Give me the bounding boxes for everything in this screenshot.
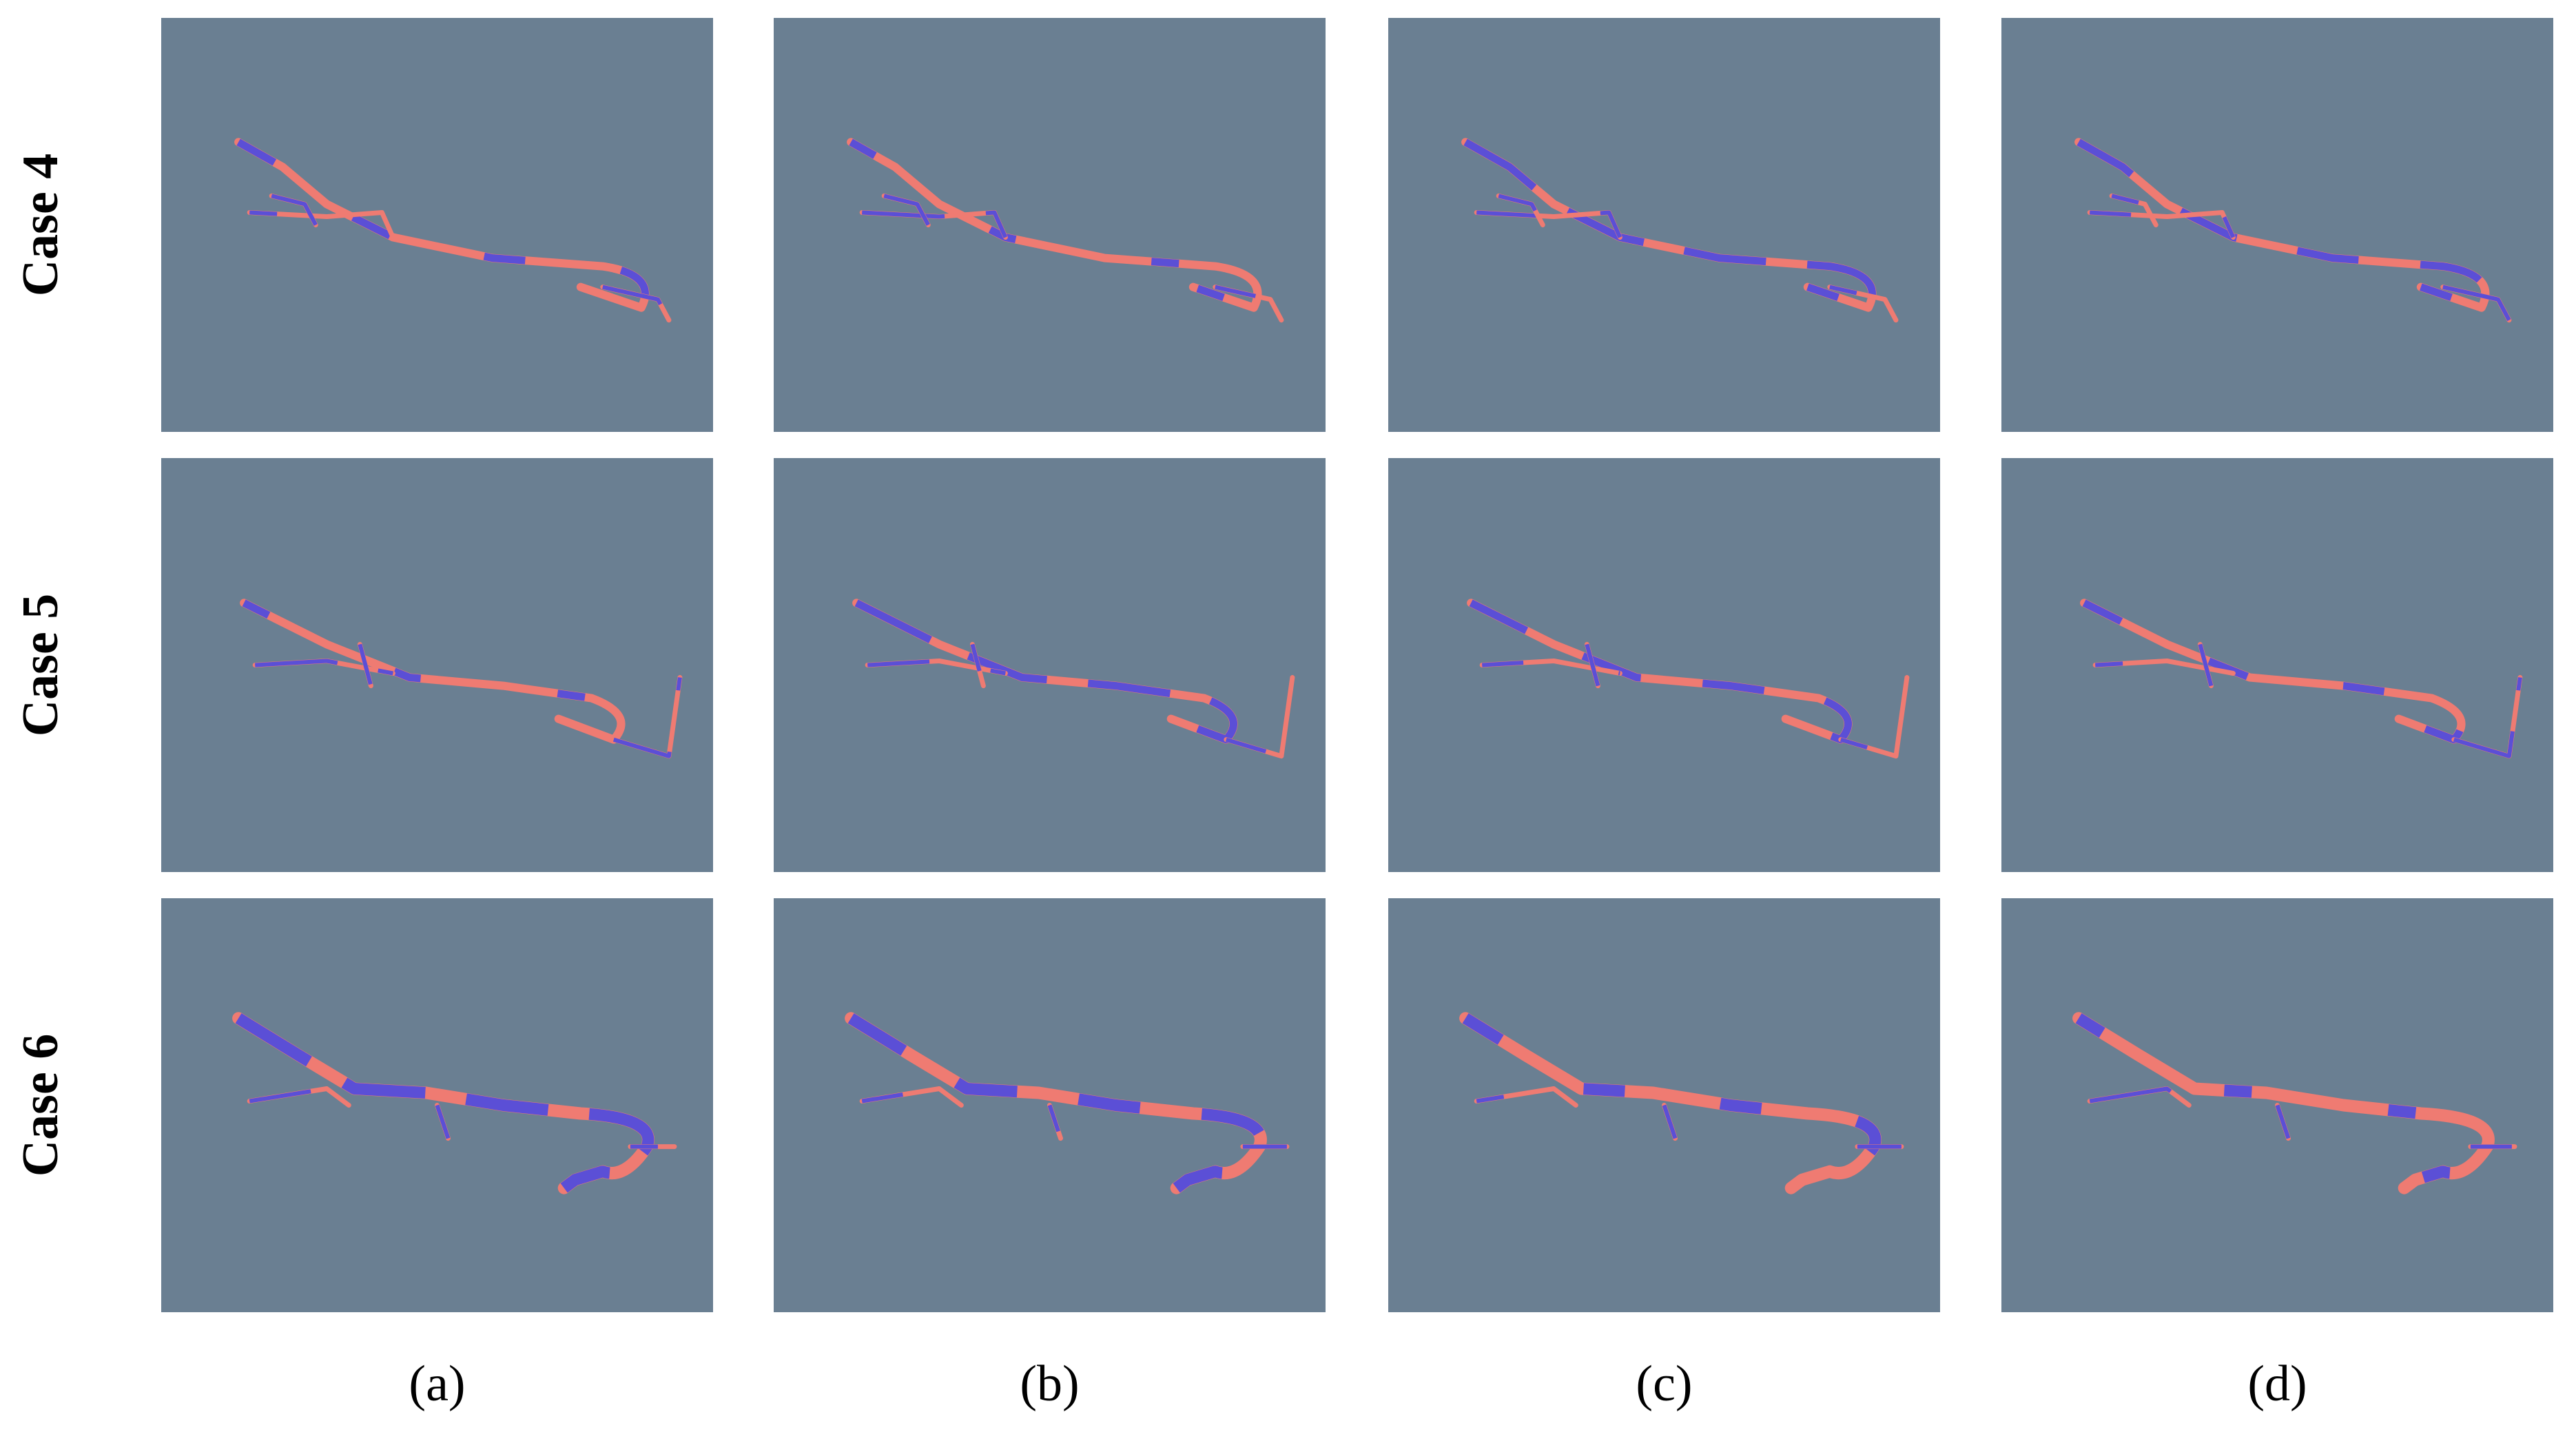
- render-panel: [1388, 458, 1940, 872]
- vessel: [847, 138, 1262, 312]
- render-panel: [2001, 898, 2553, 1312]
- vessel-overlay: [867, 659, 1006, 676]
- vessel-overlay: [1829, 284, 1898, 322]
- column-label: (d): [2247, 1356, 2307, 1412]
- vessel-overlay: [2442, 284, 2511, 322]
- vessel-overlay: [235, 1013, 655, 1193]
- render-panel: [1388, 898, 1940, 1312]
- vessel-overlay: [2198, 643, 2214, 687]
- vessel-overlay: [1462, 1013, 1882, 1193]
- panel-background: [1388, 458, 1940, 872]
- vessel-overlay: [1215, 284, 1284, 322]
- vessel-overlay: [435, 1104, 451, 1139]
- vessel-overlay: [1225, 677, 1295, 758]
- row-label: Case 6: [12, 1034, 69, 1177]
- vessel-overlay: [862, 210, 1008, 238]
- vessel-overlay: [861, 1086, 963, 1107]
- vessel-overlay: [1585, 643, 1600, 687]
- row-label: Case 4: [12, 154, 69, 297]
- panel-background: [2001, 18, 2553, 432]
- panel-background: [774, 18, 1326, 432]
- vessel-overlay: [2453, 677, 2522, 758]
- render-panel: [774, 458, 1326, 872]
- vessel: [240, 599, 626, 744]
- render-panel: [161, 458, 713, 872]
- render-panel: [161, 898, 713, 1312]
- panel-background: [774, 458, 1326, 872]
- vessel-overlay: [1498, 194, 1545, 226]
- vessel-overlay: [1476, 210, 1622, 238]
- panel-background: [2001, 458, 2553, 872]
- vessel-overlay: [612, 677, 682, 758]
- vessel-overlay: [236, 138, 649, 312]
- panel-background: [1388, 18, 1940, 432]
- panel-background: [161, 458, 713, 872]
- vessel-overlay: [854, 599, 1237, 744]
- panel-background: [161, 18, 713, 432]
- vessel-overlay: [1476, 1086, 1578, 1107]
- render-panel: [774, 898, 1326, 1312]
- vessel-overlay: [970, 643, 986, 687]
- vessel-overlay: [1662, 1104, 1678, 1139]
- vessel: [247, 210, 395, 240]
- vessel-overlay: [883, 194, 930, 226]
- render-panel: [2001, 18, 2553, 432]
- vessel: [845, 1012, 1267, 1194]
- vessel-overlay: [1463, 138, 1876, 312]
- render-panel: [2001, 458, 2553, 872]
- vessel-overlay: [255, 659, 393, 676]
- column-label: (b): [1020, 1356, 1079, 1412]
- vessel-overlay: [1840, 677, 1909, 758]
- vessel-overlay: [1047, 1104, 1063, 1139]
- vessel: [2072, 1012, 2495, 1194]
- vessel-overlay: [358, 643, 373, 687]
- vessel-overlay: [2082, 599, 2465, 744]
- vessel-overlay: [249, 1086, 351, 1107]
- render-panel: [1388, 18, 1940, 432]
- vessel-overlay: [602, 284, 671, 322]
- render-panel: [774, 18, 1326, 432]
- vessel-overlay: [2077, 138, 2489, 312]
- vessel-overlay: [2089, 1086, 2191, 1107]
- row-label: Case 5: [12, 594, 69, 737]
- render-panel: [161, 18, 713, 432]
- vessel-overlay: [2275, 1104, 2291, 1139]
- vessel-overlay: [1469, 599, 1852, 744]
- column-label: (a): [409, 1356, 465, 1412]
- vessel-overlay: [271, 194, 318, 226]
- vessel-overlay: [2095, 659, 2234, 676]
- vessel-overlay: [1482, 659, 1620, 676]
- vessel-overlay: [2090, 210, 2236, 238]
- column-label: (c): [1636, 1356, 1692, 1412]
- vessel-overlay: [2111, 194, 2158, 226]
